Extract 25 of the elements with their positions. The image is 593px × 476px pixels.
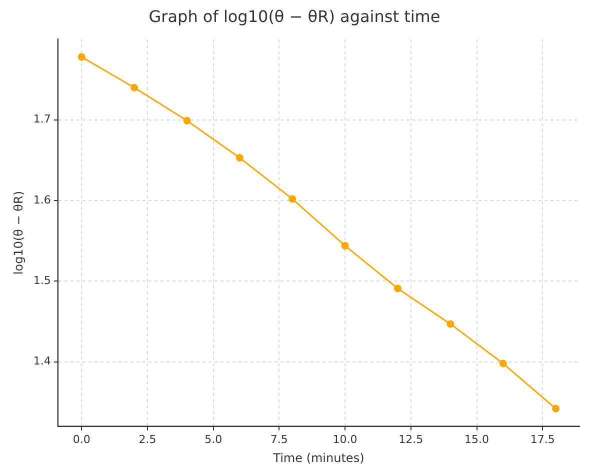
point xyxy=(446,320,454,328)
point xyxy=(341,242,349,250)
x-tick-label: 17.5 xyxy=(530,432,555,446)
chart-title: Graph of log10(θ − θR) against time xyxy=(148,6,440,26)
point xyxy=(130,84,138,92)
x-tick-label: 7.5 xyxy=(270,432,288,446)
point xyxy=(183,116,191,124)
point xyxy=(552,404,560,412)
y-tick-label: 1.5 xyxy=(33,274,51,288)
y-tick-label: 1.6 xyxy=(33,193,51,206)
y-tick-label: 1.4 xyxy=(33,354,51,368)
point xyxy=(236,154,244,162)
point xyxy=(288,195,296,203)
y-axis-title: log10(θ − θR) xyxy=(11,190,26,275)
x-tick-label: 2.5 xyxy=(138,432,156,446)
x-tick-label: 0.0 xyxy=(72,432,90,446)
point xyxy=(499,360,507,368)
x-tick-label: 15.0 xyxy=(464,432,490,446)
point xyxy=(78,53,86,61)
x-tick-label: 10.0 xyxy=(332,432,358,446)
x-tick-label: 5.0 xyxy=(204,432,222,446)
x-axis-title: Time (minutes) xyxy=(272,450,364,465)
x-tick-label: 12.5 xyxy=(398,432,424,446)
point xyxy=(394,284,402,292)
y-tick-label: 1.7 xyxy=(33,112,51,126)
